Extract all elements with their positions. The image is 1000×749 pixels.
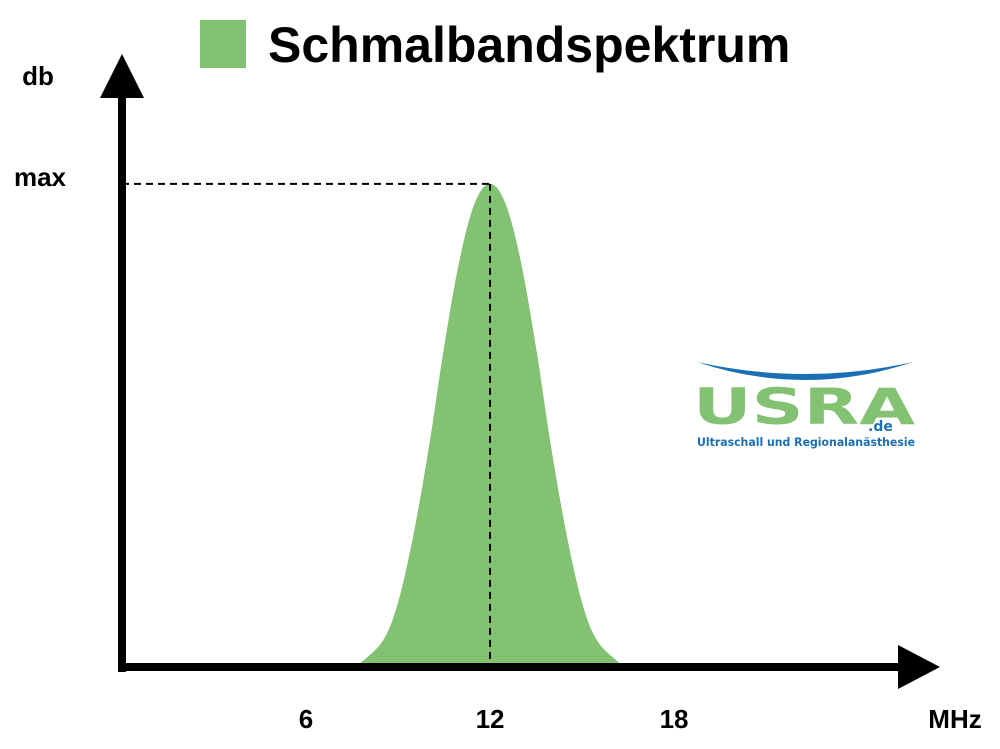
x-axis-arrow	[898, 645, 940, 689]
x-tick-label: 6	[299, 704, 313, 734]
x-axis-label: MHz	[928, 704, 981, 734]
logo-arc	[697, 362, 913, 380]
y-axis-label: db	[22, 61, 54, 91]
y-tick-label: max	[14, 162, 67, 192]
logo-tagline: Ultraschall und Regionalanästhesie	[697, 435, 915, 449]
logo-tld: .de	[868, 419, 893, 435]
legend-swatch	[200, 20, 246, 68]
logo-word: USRA	[693, 378, 915, 436]
x-tick-label: 18	[660, 704, 689, 734]
usra-logo: USRA .de Ultraschall und Regionalanästhe…	[693, 362, 915, 449]
x-tick-label: 12	[476, 704, 505, 734]
chart-title: Schmalbandspektrum	[268, 17, 790, 73]
tick-labels: 6 12 18 max	[14, 162, 689, 734]
y-axis-arrow	[100, 54, 144, 98]
